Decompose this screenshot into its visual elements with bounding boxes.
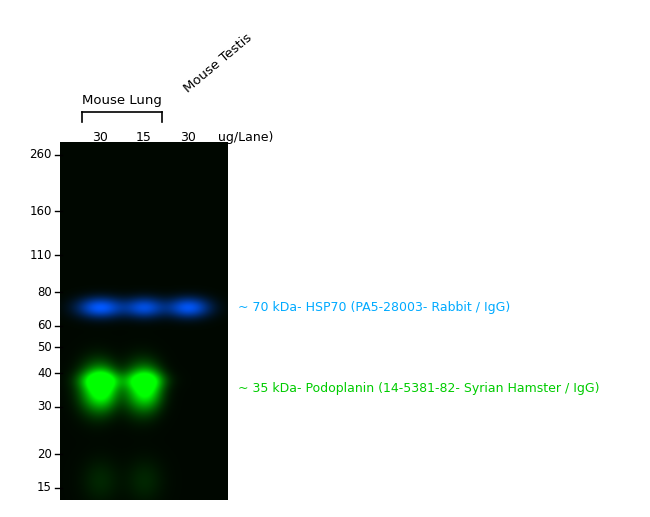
Text: 260: 260 [30, 148, 52, 161]
Text: 160: 160 [30, 205, 52, 218]
Text: ~ 70 kDa- HSP70 (PA5-28003- Rabbit / IgG): ~ 70 kDa- HSP70 (PA5-28003- Rabbit / IgG… [238, 301, 510, 314]
Text: 50: 50 [37, 341, 52, 354]
Text: 20: 20 [37, 448, 52, 461]
Text: 40: 40 [37, 367, 52, 379]
Text: Mouse Testis: Mouse Testis [182, 31, 255, 95]
Text: 15: 15 [136, 131, 152, 144]
Text: 60: 60 [37, 320, 52, 332]
Text: 30: 30 [180, 131, 196, 144]
Text: 110: 110 [30, 249, 52, 262]
Text: ~ 35 kDa- Podoplanin (14-5381-82- Syrian Hamster / IgG): ~ 35 kDa- Podoplanin (14-5381-82- Syrian… [238, 382, 599, 396]
Text: 15: 15 [37, 481, 52, 494]
Text: ug/Lane): ug/Lane) [218, 131, 274, 144]
Text: 80: 80 [37, 286, 52, 299]
Text: 30: 30 [92, 131, 108, 144]
Text: Mouse Lung: Mouse Lung [82, 94, 162, 107]
Text: 30: 30 [37, 400, 52, 413]
